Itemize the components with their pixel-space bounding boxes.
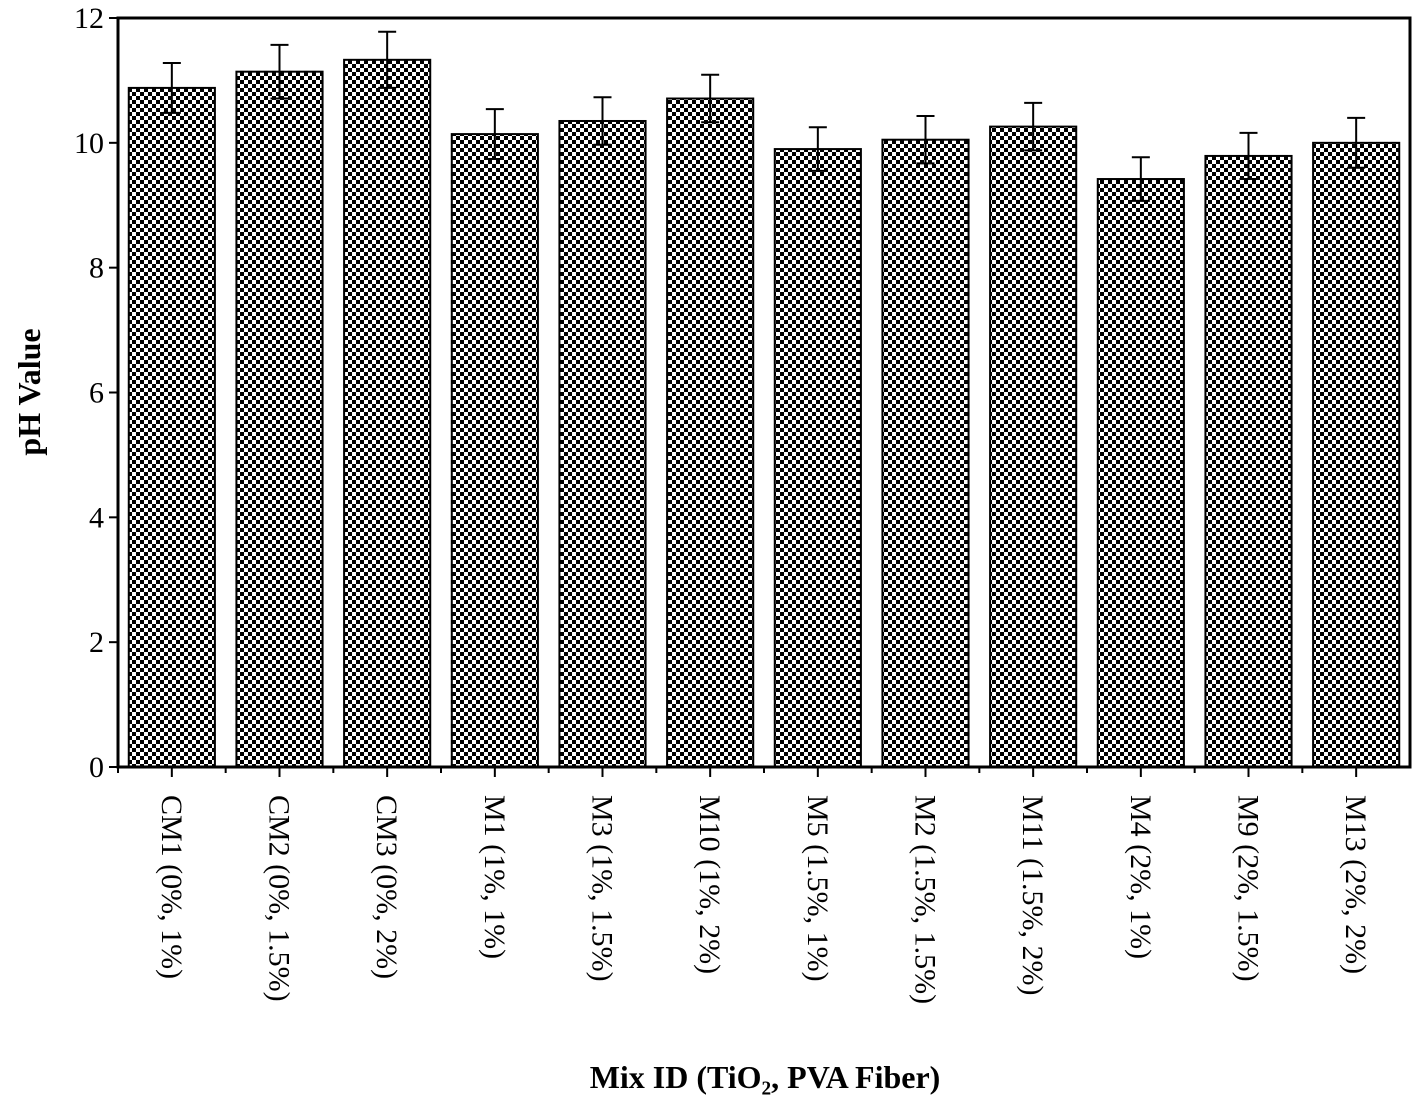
y-axis-title: pH Value (11, 328, 47, 455)
bar (343, 58, 432, 769)
error-bar (1131, 156, 1150, 202)
bar (127, 86, 216, 768)
x-tick-label: M11 (1.5%, 2%) (1016, 795, 1049, 996)
x-tick-label: M1 (1%, 1%) (478, 795, 511, 959)
bar (773, 148, 862, 768)
bar (235, 70, 324, 768)
bar (1312, 141, 1401, 769)
x-tick-label: M3 (1%, 1.5%) (586, 795, 619, 982)
x-tick-label: M5 (1.5%, 1%) (801, 795, 834, 982)
error-bar (1347, 116, 1366, 169)
error-bar (270, 43, 289, 100)
error-bar (162, 61, 181, 114)
x-tick-label: CM2 (0%, 1.5%) (263, 795, 296, 1002)
y-tick-label: 10 (74, 127, 104, 160)
bar (1096, 178, 1185, 769)
error-bar (701, 73, 720, 124)
bar (881, 138, 970, 768)
error-bar (1239, 131, 1258, 181)
plot-frame (116, 16, 1412, 769)
bar (558, 119, 647, 769)
x-tick-label: M10 (1%, 2%) (693, 795, 726, 974)
x-tick-label: CM1 (0%, 1%) (155, 795, 188, 979)
bar (1204, 154, 1293, 768)
x-axis-title: Mix ID (TiO₂, PVA Fiber) (590, 1059, 941, 1095)
bar (450, 133, 539, 769)
x-tick-label: M13 (2%, 2%) (1339, 795, 1372, 974)
bar (666, 97, 755, 768)
error-bar (378, 30, 397, 89)
error-bar (485, 108, 504, 161)
y-tick-label: 0 (89, 751, 104, 784)
y-tick-label: 12 (74, 2, 104, 35)
y-tick-label: 6 (89, 377, 104, 410)
error-bar (593, 96, 612, 146)
error-bar (808, 126, 827, 172)
x-tick-label: M2 (1.5%, 1.5%) (909, 795, 942, 1004)
error-bar (916, 114, 935, 165)
y-tick-label: 8 (89, 252, 104, 285)
y-tick-label: 2 (89, 626, 104, 659)
x-tick-label: M4 (2%, 1%) (1124, 795, 1157, 959)
bar (989, 125, 1078, 769)
x-tick-label: M9 (2%, 1.5%) (1232, 795, 1265, 982)
error-bar (1024, 101, 1043, 152)
y-tick-label: 4 (89, 501, 104, 534)
x-tick-label: CM3 (0%, 2%) (370, 795, 403, 979)
